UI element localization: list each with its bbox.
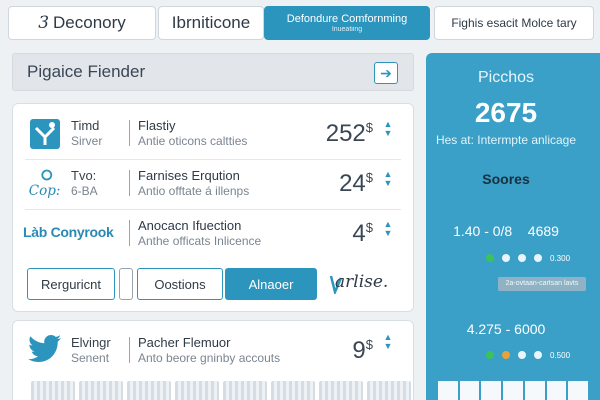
stats-subtitle: Hes at: Intermpte anlicage (435, 133, 577, 147)
tab-label: Fighis esacit Molce tary (451, 16, 577, 30)
top-tab-bar: 3 Deconory Ibrniticone Defondure Comforn… (8, 6, 594, 42)
requirement-button[interactable]: Rerguricnt (27, 268, 115, 300)
toggle-switch[interactable] (119, 268, 133, 300)
stats-total: 2675 (474, 97, 538, 128)
item-label: Timd (71, 118, 100, 133)
list-item[interactable]: Timd Sirver Flastiy Antie oticons caltti… (13, 108, 413, 160)
row-divider (25, 209, 401, 210)
divider (129, 170, 130, 196)
item-description: Anthe officats Inlicence (138, 234, 262, 248)
tab-label: Deconory (53, 13, 126, 32)
item-sublabel: Sirver (71, 134, 103, 148)
white-dot-icon (518, 351, 526, 359)
white-dot-icon (502, 254, 510, 262)
brand-mark-icon (329, 274, 343, 299)
tab-deconory[interactable]: 3 Deconory (8, 6, 156, 40)
list-item[interactable]: Cop: Tvo: 6‑BA Farnises Erqution Antio o… (13, 158, 413, 210)
primary-action-button[interactable]: Alnaoer (225, 268, 317, 300)
white-dot-icon (518, 254, 526, 262)
item-label: Tvo: (71, 168, 97, 183)
item-label: Elvingr (71, 335, 111, 350)
list-item[interactable]: Elvingr Senent Pacher Flemuor Anto beore… (13, 321, 413, 373)
tab-label: Defondure Comfornming (286, 13, 408, 25)
status-pill[interactable]: 2a-ovtaan-cartsan lavts (498, 277, 586, 291)
stats-title: Picchos (477, 69, 535, 86)
brand-logo: arlise. (335, 272, 389, 292)
item-sublabel: 6‑BA (71, 184, 98, 198)
data-grid-preview (31, 381, 411, 400)
sort-chevron-icon[interactable]: ▲ ▼ (383, 219, 393, 238)
white-dot-icon (534, 254, 542, 262)
action-bar: Rerguricnt Oostions Alnaoer arlise. (27, 268, 407, 300)
tab-ibrniticone[interactable]: Ibrniticone (158, 6, 264, 40)
stats-grid-preview (438, 381, 589, 400)
arrow-right-icon: ➔ (380, 64, 392, 81)
social-item-card: Elvingr Senent Pacher Flemuor Anto beore… (12, 320, 414, 400)
item-description: Antio offtate á illenps (138, 184, 250, 198)
item-price: 252$ (325, 120, 373, 147)
sort-chevron-icon[interactable]: ▲ ▼ (383, 169, 393, 188)
item-description: Anto beore gninby accouts (138, 351, 281, 365)
sort-chevron-icon[interactable]: ▲ ▼ (383, 119, 393, 138)
brand-logo: Làb Conyrook (23, 224, 114, 240)
item-price: 4$ (352, 220, 373, 247)
section-title: Pigaice Fiender (27, 62, 146, 81)
item-name: Pacher Flemuor (138, 335, 231, 350)
coop-logo-icon: Cop: (27, 166, 63, 202)
item-price: 9$ (352, 337, 373, 364)
item-sublabel: Senent (71, 351, 110, 365)
item-name: Farnises Erqution (138, 168, 240, 183)
list-item[interactable]: Làb Conyrook Anocacn Ifuection Anthe off… (13, 208, 413, 260)
score-range-1: 1.40 - 0/8 4689 (453, 223, 559, 239)
twitter-bird-icon (27, 331, 63, 367)
tab-sublabel: Inueatiing (331, 26, 363, 33)
options-button[interactable]: Oostions (137, 268, 223, 300)
item-name: Anocacn Ifuection (138, 218, 242, 233)
legend-row-2: 0.500 (486, 349, 596, 361)
tab-number: 3 (38, 13, 50, 33)
orange-dot-icon (502, 351, 510, 359)
legend-row-1: 0.300 (486, 252, 596, 264)
open-button[interactable]: ➔ (374, 62, 398, 84)
divider (129, 337, 130, 363)
stats-panel: Picchos 2675 Hes at: Intermpte anlicage … (426, 53, 600, 400)
white-dot-icon (534, 351, 542, 359)
item-price: 24$ (339, 170, 373, 197)
item-description: Antie oticons caltties (138, 134, 248, 148)
green-dot-icon (486, 351, 494, 359)
item-name: Flastiy (138, 118, 176, 133)
tab-label: Ibrniticone (171, 13, 251, 32)
score-range-2: 4.275 - 6000 (466, 321, 546, 337)
sort-chevron-icon[interactable]: ▲ ▼ (383, 332, 393, 351)
svg-text:Cop:: Cop: (29, 183, 61, 199)
scores-heading: Soores (482, 171, 530, 187)
section-header: Pigaice Fiender ➔ (12, 53, 414, 91)
tab-fighis[interactable]: Fighis esacit Molce tary (434, 6, 594, 40)
row-divider (25, 159, 401, 160)
product-list-card: Timd Sirver Flastiy Antie oticons caltti… (12, 103, 414, 312)
legend-value: 0.500 (550, 350, 571, 360)
tool-icon (27, 116, 63, 152)
tab-defondure-active[interactable]: Defondure Comfornming Inueatiing (264, 6, 430, 40)
legend-value: 0.300 (550, 253, 571, 263)
divider (129, 220, 130, 246)
green-dot-icon (486, 254, 494, 262)
divider (129, 120, 130, 146)
